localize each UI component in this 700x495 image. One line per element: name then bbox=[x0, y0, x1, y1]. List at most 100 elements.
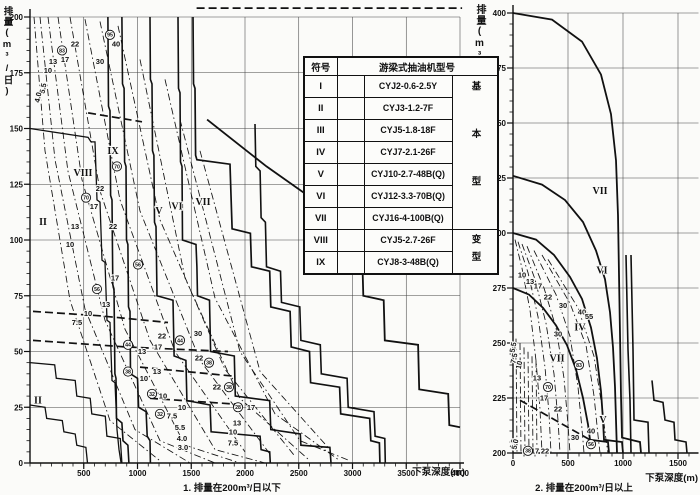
right-x-tick-label: 500 bbox=[561, 459, 575, 468]
right-unit-region-label: VI bbox=[596, 265, 607, 276]
left-y-tick-label: 150 bbox=[10, 125, 24, 134]
left-power-value-label: 17 bbox=[247, 403, 255, 412]
unit-model-cell: CYJ5-1.8-18F bbox=[363, 119, 453, 142]
right-y-tick-label: 275 bbox=[493, 284, 507, 293]
sample-line-cell bbox=[336, 75, 365, 98]
right-motor-power-line bbox=[526, 246, 571, 454]
table-row: VI CYJ12-3.3-70B(Q) bbox=[303, 185, 498, 208]
right-y-tick-label: 250 bbox=[493, 339, 507, 348]
unit-model-cell: CYJ16-4-100B(Q) bbox=[363, 207, 453, 230]
right-unit-capability-curve bbox=[651, 380, 688, 454]
left-pump-diameter-value: 28 bbox=[235, 405, 241, 411]
right-y-tick-label: 325 bbox=[493, 174, 507, 183]
right-power-value-label: 40 bbox=[578, 308, 586, 317]
right-power-value-label: 7.5 bbox=[509, 352, 520, 364]
left-power-value-label: 17 bbox=[61, 55, 69, 64]
left-power-value-label: 17 bbox=[154, 343, 162, 352]
right-power-value-label: 17 bbox=[531, 446, 539, 455]
right-pump-diameter-value: 70 bbox=[545, 385, 551, 391]
left-power-value-label: 13 bbox=[138, 347, 146, 356]
unit-model-cell: CYJ2-0.6-2.5Y bbox=[363, 75, 453, 98]
left-power-value-label: 22 bbox=[109, 222, 117, 231]
left-x-tick-label: 3500 bbox=[397, 469, 415, 478]
table-row: VIII CYJ5-2.7-26F 变型 bbox=[303, 229, 499, 275]
left-unit-region-label: VI bbox=[171, 202, 182, 213]
right-power-value-label: 13 bbox=[526, 277, 534, 286]
right-unit-capability-curve bbox=[512, 287, 610, 454]
right-pump-diameter-value: 38 bbox=[525, 449, 531, 455]
right-chart-caption: 2. 排量在200m³/日以上 bbox=[535, 483, 633, 494]
left-y-tick-label: 0 bbox=[19, 459, 24, 468]
right-unit-region-label: V bbox=[599, 415, 607, 426]
left-power-value-label: 30 bbox=[96, 57, 104, 66]
right-pump-diameter-marker bbox=[573, 359, 585, 371]
right-power-value-label: 5.0 bbox=[510, 438, 521, 450]
left-power-value-label: 7.5 bbox=[228, 438, 238, 447]
right-pump-diameter-marker bbox=[585, 439, 597, 450]
sample-line-cell bbox=[336, 185, 365, 208]
left-power-value-label: 10 bbox=[178, 403, 186, 412]
right-unit-capability-curve bbox=[512, 232, 624, 454]
left-power-value-label: 10 bbox=[66, 240, 74, 249]
left-dashed-boundary-line bbox=[87, 112, 143, 123]
right-unit-region-label: VII bbox=[593, 186, 608, 197]
sample-line-cell bbox=[336, 141, 365, 164]
right-x-tick-label: 1500 bbox=[669, 459, 687, 468]
right-chart-y-axis-title: 排量(m³/日) bbox=[474, 4, 485, 97]
left-x-tick-label: 1000 bbox=[129, 469, 147, 478]
right-motor-power-line bbox=[519, 342, 522, 454]
table-header-row: 符号 游梁式抽油机型号 bbox=[303, 56, 499, 76]
left-pump-diameter-marker bbox=[174, 335, 186, 346]
right-motor-power-line bbox=[514, 239, 543, 454]
left-x-tick-label: 2000 bbox=[236, 469, 254, 478]
left-power-value-label: 22 bbox=[71, 39, 79, 48]
right-power-value-label: 22 bbox=[544, 292, 552, 301]
left-pump-diameter-marker bbox=[232, 402, 244, 413]
left-unit-region-label: II bbox=[34, 396, 42, 407]
right-pump-diameter-marker bbox=[542, 381, 554, 393]
left-power-value-label: 10 bbox=[229, 427, 237, 436]
left-dashed-boundary-line bbox=[149, 397, 249, 406]
left-unit-capability-curve bbox=[177, 16, 332, 464]
left-motor-power-line bbox=[179, 119, 351, 462]
right-power-value-label: 4.0 bbox=[508, 438, 519, 450]
left-power-value-label: 13 bbox=[71, 222, 79, 231]
left-pump-diameter-value: 44 bbox=[125, 343, 131, 349]
left-chart-caption: 1. 排量在200m³/日以下 bbox=[183, 483, 281, 494]
left-y-tick-label: 75 bbox=[14, 292, 23, 301]
right-power-value-label: 10 bbox=[514, 360, 525, 370]
left-chart-x-axis-title: 下泵深度(m) bbox=[412, 467, 465, 478]
unit-symbol-cell: I bbox=[303, 75, 338, 98]
left-unit-capability-curve bbox=[121, 16, 152, 464]
left-power-value-label: 10 bbox=[84, 309, 92, 318]
left-unit-capability-curve bbox=[107, 16, 130, 464]
left-x-tick-label: 3000 bbox=[344, 469, 362, 478]
left-pump-diameter-value: 70 bbox=[83, 196, 89, 202]
sample-line-cell bbox=[336, 119, 365, 142]
right-power-value-label: 13 bbox=[533, 374, 541, 383]
left-unit-region-label: II bbox=[39, 217, 47, 228]
left-pump-diameter-value: 44 bbox=[177, 338, 183, 344]
left-motor-power-line bbox=[57, 16, 241, 464]
right-unit-capability-curve bbox=[512, 12, 642, 454]
left-pump-diameter-marker bbox=[132, 259, 144, 270]
table-header-model: 游梁式抽油机型号 bbox=[336, 56, 499, 76]
left-power-value-label: 4.0 bbox=[32, 91, 43, 103]
left-pump-diameter-value: 32 bbox=[157, 412, 163, 418]
sample-line-cell bbox=[336, 97, 365, 120]
right-x-tick-label: 0 bbox=[511, 459, 516, 468]
unit-model-cell: CYJ10-2.7-48B(Q) bbox=[363, 163, 453, 186]
left-dashed-boundary-line bbox=[139, 366, 233, 377]
left-y-tick-label: 175 bbox=[10, 69, 24, 78]
right-power-value-label: 30 bbox=[559, 301, 567, 310]
left-motor-power-line bbox=[47, 16, 216, 464]
left-unit-capability-curve bbox=[254, 123, 387, 464]
right-pump-diameter-value: 83 bbox=[576, 363, 582, 369]
unit-symbol-cell: V bbox=[303, 163, 338, 186]
table-row: I CYJ2-0.6-2.5Y 基本型 bbox=[303, 75, 499, 230]
left-pump-diameter-marker bbox=[80, 192, 92, 203]
right-unit-region-label: IV bbox=[574, 323, 586, 334]
left-power-value-label: 40 bbox=[112, 39, 120, 48]
